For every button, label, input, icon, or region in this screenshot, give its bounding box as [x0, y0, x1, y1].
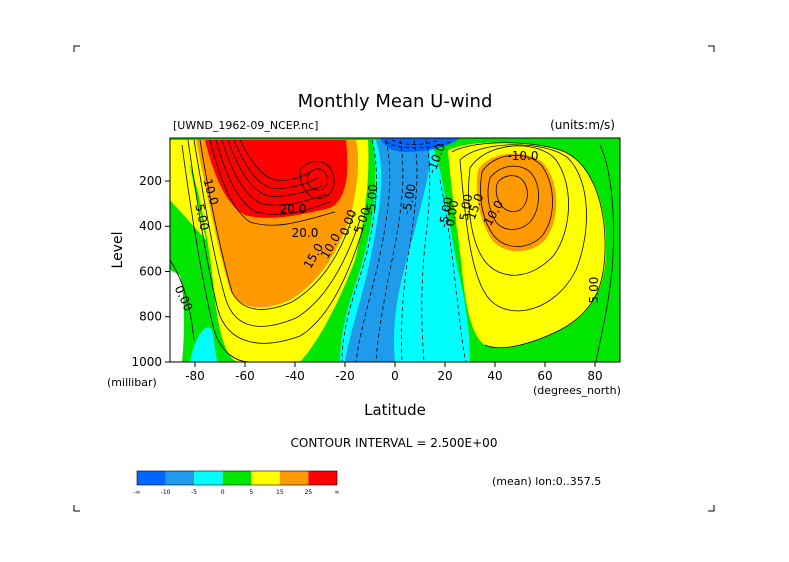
y-units-label: (millibar) [107, 376, 157, 389]
y-tick-label: 600 [139, 264, 162, 278]
colorbar-tick-label: 5 [249, 489, 253, 496]
contour-label: -5.00 [364, 184, 381, 216]
nh-orange-region [476, 153, 557, 252]
x-tick-label: -80 [185, 369, 205, 383]
colorbar-tick-label: ∞ [335, 489, 340, 496]
contour-label: -10.0 [507, 149, 538, 163]
y-tick-label: 800 [139, 310, 162, 324]
colorbar-frame [136, 470, 338, 486]
colorbar-swatch [222, 471, 252, 485]
x-tick-label: -60 [235, 369, 255, 383]
colorbar-swatch [194, 471, 223, 485]
colorbar: -∞ -10 -5 0 5 15 25 ∞ [133, 470, 340, 496]
colorbar-swatch [308, 471, 337, 485]
contour-label: 0.00 [443, 199, 461, 228]
colorbar-tick-label: -10 [161, 489, 171, 496]
colorbar-tick-label: -5 [191, 489, 197, 496]
y-tick-label: 1000 [131, 355, 162, 369]
contour-label: 5.00 [587, 277, 601, 304]
y-axis: 200 400 600 800 1000 [131, 174, 170, 369]
contour-label: 5.00 [192, 203, 211, 232]
contour-label: 20.0 [280, 202, 307, 216]
contour-label: -5.00 [399, 183, 418, 216]
x-tick-label: 60 [537, 369, 552, 383]
colorbar-swatch [279, 471, 309, 485]
x-axis-label: Latitude [364, 401, 426, 419]
contour-label: 5.00 [457, 193, 475, 222]
contour-label: 20.0 [292, 226, 319, 240]
colorbar-tick-label: 15 [276, 489, 284, 496]
surface-cyan-patch-2 [190, 327, 218, 362]
sh-red-region [205, 140, 348, 218]
x-tick-label: 40 [487, 369, 502, 383]
surface-white-patch [170, 270, 185, 362]
x-axis: -80 -60 -40 -20 0 20 40 60 80 [185, 362, 603, 383]
y-axis-label: Level [110, 232, 126, 269]
surface-green-patch [570, 333, 620, 362]
source-label: [UWND_1962-09_NCEP.nc] [173, 119, 318, 132]
easterly-blue-region [345, 140, 430, 362]
colorbar-swatch [251, 471, 280, 485]
x-tick-label: -40 [285, 369, 305, 383]
corner-marks [73, 45, 715, 512]
colorbar-tick-label: 25 [305, 489, 313, 496]
colorbar-tick-label: -∞ [133, 489, 140, 496]
contour-interval-note: CONTOUR INTERVAL = 2.500E+00 [291, 436, 498, 450]
mean-longitude-note: (mean) lon:0..357.5 [492, 475, 601, 488]
colorbar-swatch [137, 471, 166, 485]
x-tick-label: 80 [587, 369, 602, 383]
contour-field [170, 138, 620, 362]
units-label: (units:m/s) [550, 118, 615, 132]
x-tick-label: 0 [391, 369, 399, 383]
x-tick-label: -20 [335, 369, 355, 383]
solid-contours [170, 139, 614, 362]
contour-label: -5.00 [436, 196, 455, 229]
surface-cyan-patch-1 [405, 318, 445, 362]
y-tick-label: 200 [139, 174, 162, 188]
colorbar-swatch [165, 471, 195, 485]
colorbar-tick-label: 0 [221, 489, 225, 496]
x-units-label: (degrees_north) [533, 384, 621, 397]
chart-title: Monthly Mean U-wind [298, 91, 493, 112]
x-tick-label: 20 [437, 369, 452, 383]
y-tick-label: 400 [139, 219, 162, 233]
dashed-contours [341, 139, 467, 362]
